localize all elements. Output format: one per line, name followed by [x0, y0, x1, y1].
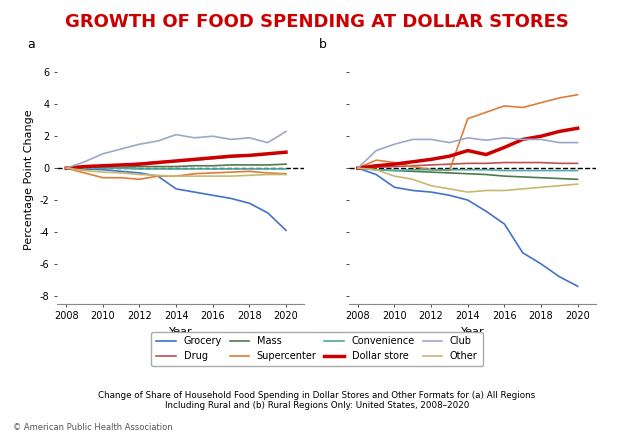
- Text: b: b: [319, 39, 327, 52]
- Text: © American Public Health Association: © American Public Health Association: [13, 423, 172, 432]
- Y-axis label: Percentage Point Change: Percentage Point Change: [24, 110, 34, 250]
- X-axis label: Year: Year: [169, 327, 193, 337]
- Text: Change of Share of Household Food Spending in Dollar Stores and Other Formats fo: Change of Share of Household Food Spendi…: [98, 391, 536, 410]
- Text: GROWTH OF FOOD SPENDING AT DOLLAR STORES: GROWTH OF FOOD SPENDING AT DOLLAR STORES: [65, 13, 569, 31]
- X-axis label: Year: Year: [460, 327, 484, 337]
- Legend: Grocery, Drug, Mass, Supercenter, Convenience, Dollar store, Club, Other: Grocery, Drug, Mass, Supercenter, Conven…: [152, 332, 482, 366]
- Text: a: a: [27, 39, 35, 52]
